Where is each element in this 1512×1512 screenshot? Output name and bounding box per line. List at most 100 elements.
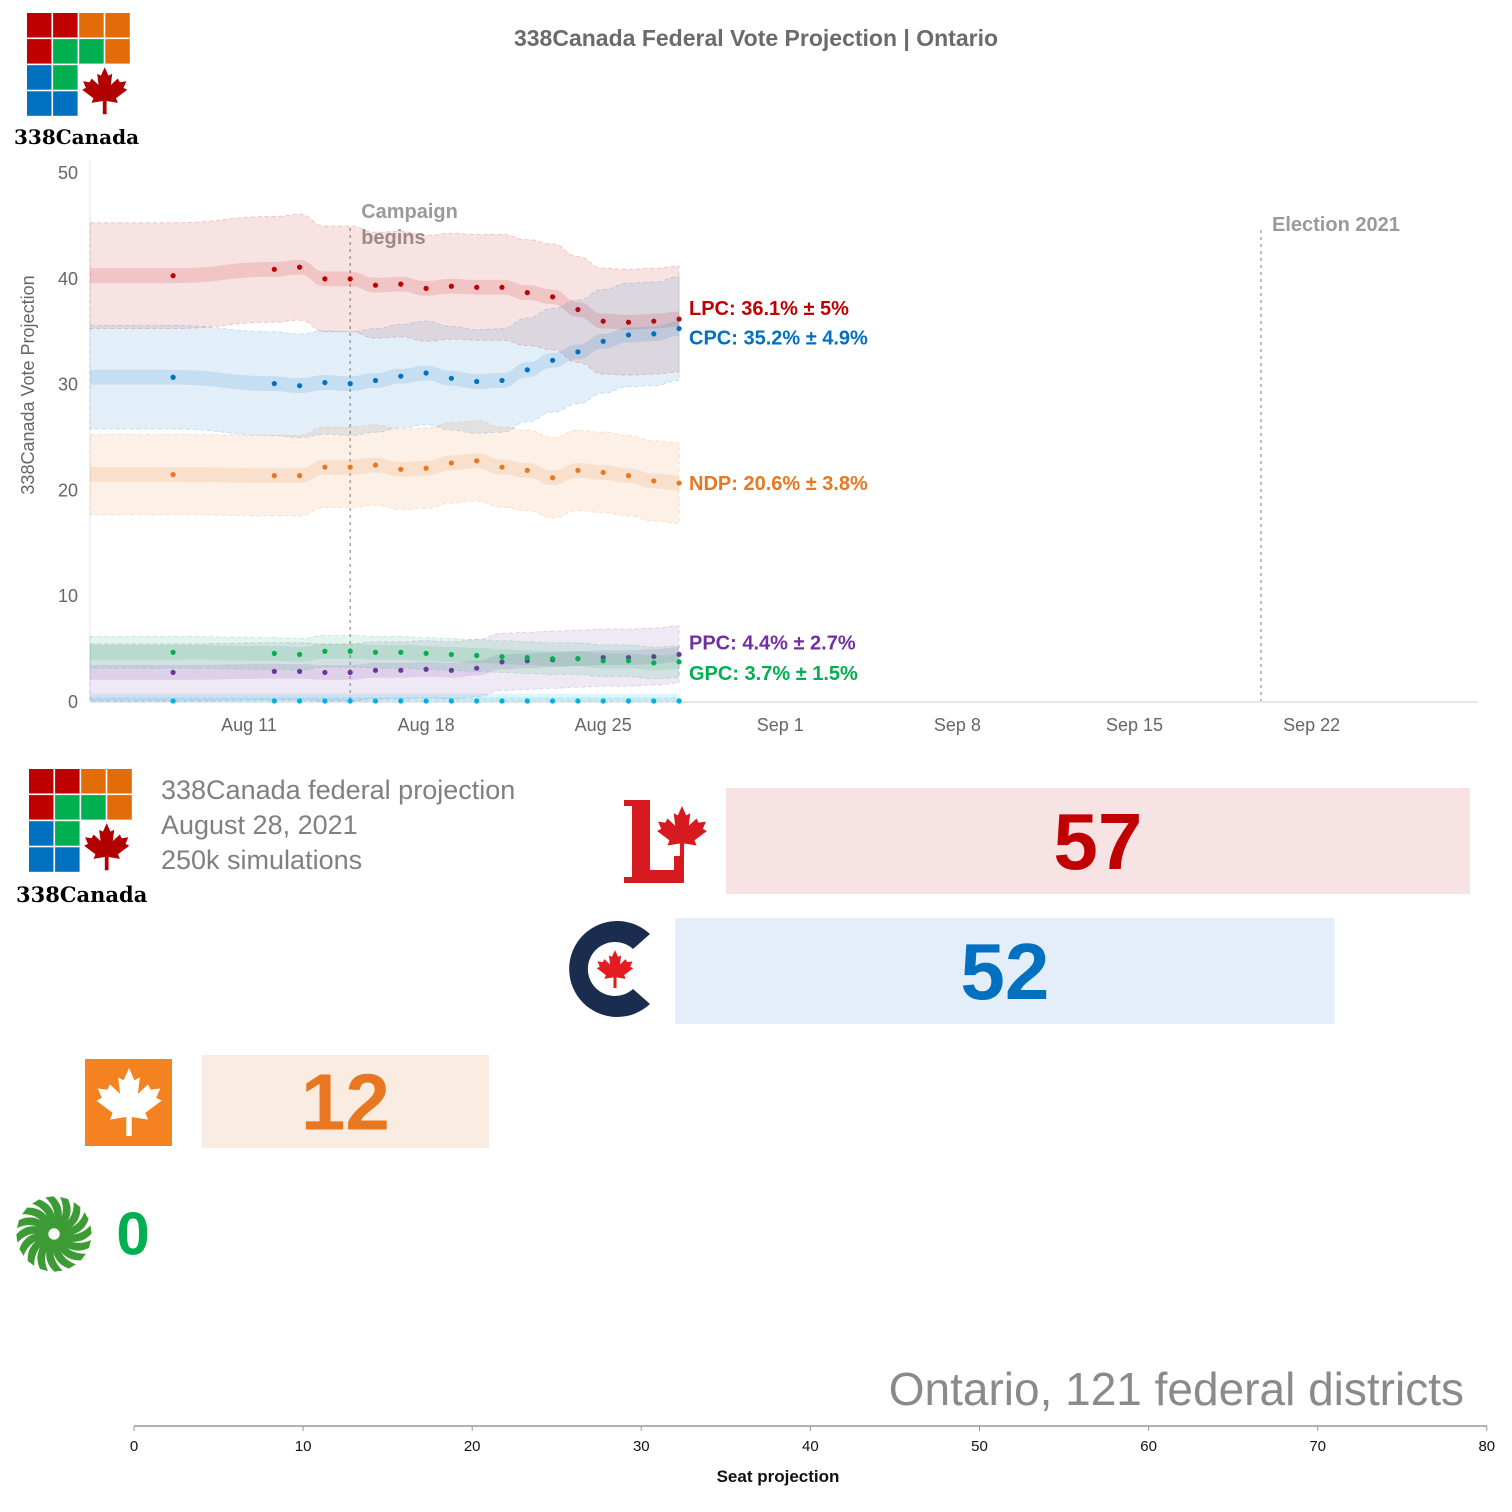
- end-label-cpc: CPC: 35.2% ± 4.9%: [689, 328, 868, 350]
- data-point-ppc: [423, 666, 429, 672]
- logo-square: [29, 821, 54, 846]
- y-axis-title: 338Canada Vote Projection: [18, 275, 38, 494]
- data-point-gpc: [550, 656, 556, 662]
- seat-row-cpc: 52: [675, 918, 1335, 1024]
- data-point-other: [474, 698, 480, 704]
- data-point-lpc: [448, 283, 454, 289]
- green-petal: [17, 1217, 50, 1234]
- data-point-cpc: [398, 373, 404, 379]
- trend-band-gpc: [90, 643, 680, 671]
- uncertainty-band-other: [89, 697, 680, 702]
- green-petal: [56, 1202, 81, 1233]
- seat-count-lpc: 57: [1053, 797, 1142, 886]
- data-point-cpc: [347, 381, 353, 387]
- seat-count-gpc: 0: [116, 1201, 149, 1268]
- data-point-gpc: [423, 650, 429, 656]
- x-tick-label: Aug 18: [398, 715, 455, 735]
- brand-logo-icon: [27, 13, 130, 116]
- logo-square: [27, 39, 52, 64]
- uncertainty-band-gpc: [89, 634, 680, 680]
- logo-square: [105, 13, 130, 38]
- data-point-ppc: [271, 668, 277, 674]
- logo-square: [55, 795, 80, 820]
- data-point-cpc: [651, 331, 657, 337]
- data-point-gpc: [271, 650, 277, 656]
- data-point-other: [575, 698, 581, 704]
- green-petal: [58, 1212, 89, 1236]
- brand-logo-bottom: 338Canada: [16, 768, 156, 907]
- data-point-ppc: [499, 659, 505, 665]
- brand-name: 338Canada: [14, 125, 140, 149]
- data-point-lpc: [347, 276, 353, 282]
- info-date: August 28, 2021: [161, 810, 358, 840]
- data-point-ndp: [347, 464, 353, 470]
- data-point-cpc: [676, 325, 682, 332]
- data-point-gpc: [297, 651, 303, 658]
- annotation-label: Campaign: [361, 201, 458, 223]
- data-point-gpc: [448, 651, 454, 658]
- data-point-ppc: [322, 669, 328, 676]
- data-point-lpc: [600, 318, 606, 324]
- green-petal: [59, 1225, 92, 1242]
- uncertainty-band-lpc: [89, 213, 680, 376]
- data-point-gpc: [575, 656, 581, 662]
- green-petal: [55, 1236, 86, 1261]
- y-tick-label: 40: [58, 269, 78, 289]
- logo-square: [29, 847, 54, 872]
- conservative-logo-icon: [569, 921, 650, 1018]
- series-other: [89, 693, 682, 704]
- data-point-gpc: [372, 649, 379, 655]
- info-title: 338Canada federal projection: [161, 775, 516, 805]
- series-gpc: [89, 634, 682, 680]
- data-point-cpc: [322, 379, 328, 386]
- data-point-lpc: [676, 316, 682, 322]
- logo-square: [27, 65, 52, 90]
- data-point-lpc: [499, 284, 505, 290]
- seat-count-cpc: 52: [960, 927, 1049, 1016]
- logo-square: [55, 769, 80, 794]
- maple-leaf-shape: [84, 823, 130, 871]
- x-tick-label: Sep 8: [934, 715, 981, 735]
- data-point-gpc: [524, 655, 530, 661]
- series-ppc: [89, 625, 682, 702]
- data-point-other: [297, 698, 303, 704]
- brand-logo-icon: [29, 769, 132, 872]
- logo-square: [53, 65, 78, 90]
- data-point-cpc: [499, 377, 505, 384]
- logo-square: [79, 13, 104, 38]
- data-point-other: [347, 698, 353, 704]
- maple-leaf-icon: [82, 67, 128, 115]
- green-petal: [54, 1197, 71, 1230]
- data-point-lpc: [625, 319, 632, 325]
- trend-band-ndp: [90, 453, 680, 491]
- ndp-leaf-shape: [96, 1068, 162, 1136]
- end-label-ndp: NDP: 20.6% ± 3.8%: [689, 473, 868, 495]
- green-petal: [16, 1226, 49, 1243]
- data-point-ndp: [474, 458, 480, 464]
- seat-bar-ndp: [201, 1055, 490, 1148]
- liberal-leaf-shape: [657, 806, 707, 858]
- logo-square: [53, 91, 78, 116]
- region-caption: Ontario, 121 federal districts: [888, 1363, 1464, 1415]
- y-tick-label: 0: [68, 692, 78, 712]
- x-tick-label: Sep 1: [757, 715, 804, 735]
- seat-row-ndp: 12: [201, 1055, 490, 1148]
- seat-bar-lpc: [725, 788, 1470, 894]
- data-point-cpc: [575, 349, 581, 355]
- y-tick-label: 10: [58, 586, 78, 606]
- data-point-lpc: [474, 284, 480, 290]
- green-petal: [45, 1196, 62, 1229]
- data-point-ppc: [347, 669, 353, 676]
- seat-tick-label: 70: [1309, 1438, 1326, 1455]
- end-label-ppc: PPC: 4.4% ± 2.7%: [689, 632, 856, 654]
- logo-square: [107, 769, 132, 794]
- x-tick-label: Sep 15: [1106, 715, 1163, 735]
- logo-square: [79, 39, 104, 64]
- data-point-lpc: [575, 306, 581, 313]
- logo-square: [105, 39, 130, 64]
- data-point-lpc: [297, 264, 303, 270]
- data-point-lpc: [322, 276, 328, 282]
- data-point-gpc: [322, 648, 328, 654]
- data-point-ndp: [297, 473, 303, 479]
- logo-square: [53, 13, 78, 38]
